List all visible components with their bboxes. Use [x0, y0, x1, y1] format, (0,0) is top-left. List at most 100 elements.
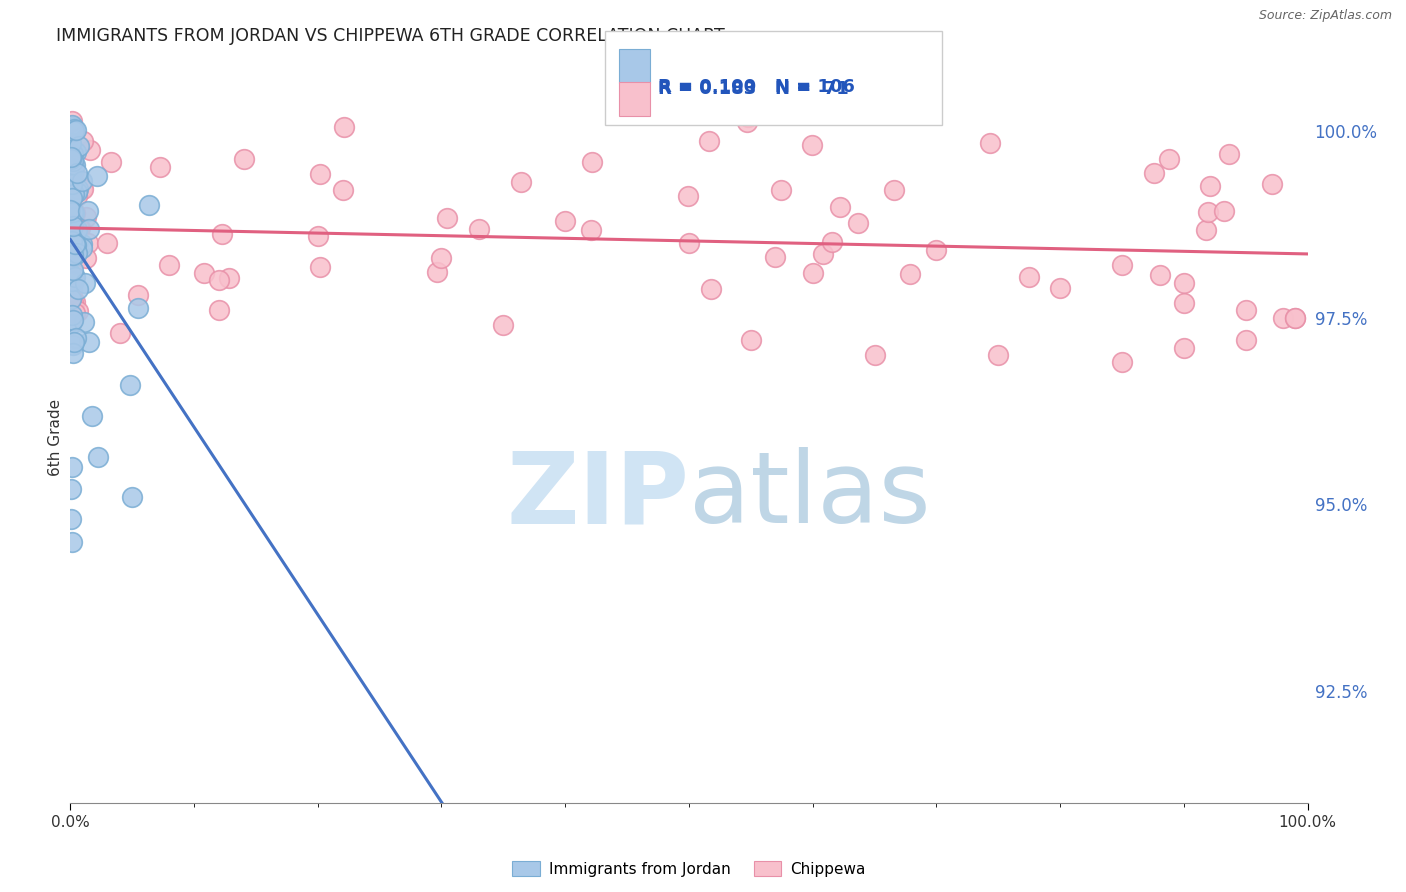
- Point: [70, 237, 93, 252]
- Point: [62, 338, 84, 352]
- Text: R = 0.183   N =  71: R = 0.183 N = 71: [658, 80, 849, 98]
- Point: [60, 177, 83, 191]
- Point: [62, 219, 84, 233]
- Point: [59, 483, 82, 497]
- Point: [1218, 147, 1240, 161]
- Point: [77, 335, 100, 350]
- Point: [62, 294, 84, 309]
- Text: atlas: atlas: [689, 447, 931, 544]
- Point: [65, 331, 87, 345]
- Point: [118, 378, 141, 392]
- Point: [1111, 355, 1133, 369]
- Point: [308, 260, 330, 274]
- Point: [62, 206, 84, 220]
- Point: [60, 136, 83, 150]
- Point: [108, 326, 131, 340]
- Point: [1149, 268, 1171, 282]
- Point: [925, 244, 948, 258]
- Text: R = 0.100   N = 106: R = 0.100 N = 106: [658, 78, 855, 96]
- Point: [62, 124, 84, 138]
- Point: [987, 348, 1010, 362]
- Point: [60, 459, 83, 474]
- Point: [1197, 204, 1219, 219]
- Point: [218, 271, 240, 285]
- Point: [62, 232, 84, 246]
- Point: [1195, 223, 1218, 237]
- Point: [62, 247, 84, 261]
- Point: [62, 172, 84, 186]
- Point: [66, 185, 89, 199]
- Point: [75, 277, 97, 291]
- Point: [65, 123, 87, 137]
- Point: [62, 313, 84, 327]
- Point: [66, 166, 89, 180]
- Point: [77, 222, 100, 236]
- Point: [72, 134, 94, 148]
- Point: [66, 182, 89, 196]
- Point: [1212, 203, 1234, 218]
- Point: [60, 291, 83, 305]
- Point: [59, 173, 82, 187]
- Point: [86, 169, 108, 183]
- Point: [62, 186, 84, 201]
- Point: [1260, 177, 1282, 191]
- Point: [62, 120, 84, 134]
- Point: [740, 333, 762, 347]
- Text: Source: ZipAtlas.com: Source: ZipAtlas.com: [1258, 9, 1392, 22]
- Point: [59, 202, 82, 217]
- Point: [77, 204, 100, 219]
- Point: [60, 114, 83, 128]
- Point: [65, 219, 87, 234]
- Point: [425, 265, 447, 279]
- Point: [75, 251, 97, 265]
- Point: [138, 198, 160, 212]
- Point: [60, 118, 83, 132]
- Point: [66, 189, 89, 203]
- Text: ZIP: ZIP: [506, 447, 689, 544]
- Point: [1157, 152, 1180, 166]
- Point: [62, 299, 84, 313]
- Point: [821, 235, 844, 249]
- Point: [60, 170, 83, 185]
- Point: [96, 235, 118, 250]
- Point: [1173, 277, 1195, 291]
- Point: [1234, 303, 1257, 318]
- Point: [65, 245, 87, 260]
- Point: [581, 223, 603, 237]
- Point: [1198, 178, 1220, 193]
- Point: [62, 346, 84, 360]
- Point: [62, 232, 84, 246]
- Point: [676, 189, 699, 203]
- Point: [59, 223, 82, 237]
- Point: [63, 294, 86, 309]
- Point: [1234, 333, 1257, 347]
- Point: [70, 181, 93, 195]
- Point: [883, 183, 905, 197]
- Point: [60, 244, 83, 259]
- Point: [1173, 341, 1195, 355]
- Point: [75, 210, 97, 224]
- Point: [1111, 259, 1133, 273]
- Point: [157, 259, 180, 273]
- Text: IMMIGRANTS FROM JORDAN VS CHIPPEWA 6TH GRADE CORRELATION CHART: IMMIGRANTS FROM JORDAN VS CHIPPEWA 6TH G…: [56, 27, 725, 45]
- Legend: Immigrants from Jordan, Chippewa: Immigrants from Jordan, Chippewa: [506, 855, 872, 883]
- Point: [801, 138, 824, 153]
- Point: [67, 138, 90, 153]
- Point: [82, 409, 104, 424]
- Point: [63, 270, 86, 285]
- Point: [63, 334, 86, 349]
- Point: [700, 282, 723, 296]
- Point: [979, 136, 1001, 150]
- Point: [193, 266, 215, 280]
- Point: [59, 150, 82, 164]
- Point: [60, 218, 83, 232]
- Point: [332, 183, 354, 197]
- Point: [60, 284, 83, 298]
- Point: [62, 191, 84, 205]
- Point: [307, 228, 329, 243]
- Point: [59, 266, 82, 280]
- Point: [59, 292, 82, 306]
- Point: [63, 164, 86, 178]
- Point: [863, 348, 886, 362]
- Point: [60, 162, 83, 177]
